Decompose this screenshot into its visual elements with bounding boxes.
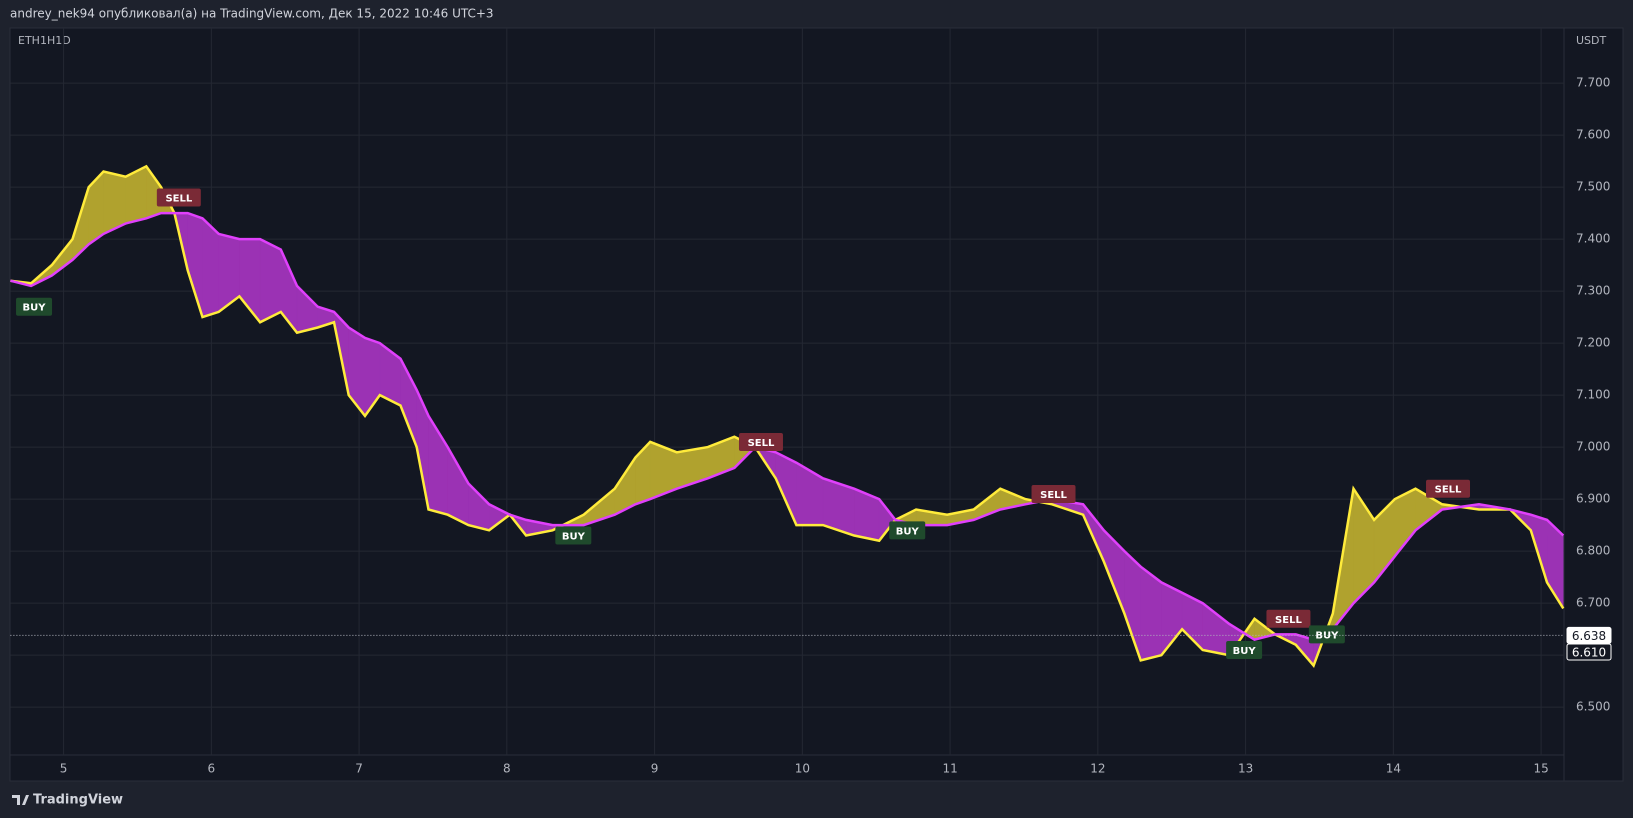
signal: SELL (738, 432, 783, 451)
logo: TradingView (12, 793, 123, 808)
y-tick-label: 7.500 (1576, 180, 1610, 194)
signal: SELL (1426, 479, 1471, 498)
signal-label: BUY (562, 532, 586, 543)
x-tick-label: 6 (208, 762, 216, 776)
signal-label: BUY (23, 303, 47, 314)
y-tick-label: 6.800 (1576, 544, 1610, 558)
signal-box (1266, 609, 1311, 628)
signal-label: SELL (1275, 615, 1302, 626)
signal-label: BUY (1233, 646, 1257, 657)
signal-label: SELL (748, 438, 775, 449)
signal-label: BUY (896, 526, 920, 537)
y-tick-label: 6.500 (1576, 700, 1610, 714)
ma-line (10, 164, 1565, 669)
signal-box (156, 188, 201, 207)
x-tick-label: 11 (942, 762, 957, 776)
signal-box (889, 521, 926, 540)
signal-box (1226, 640, 1263, 659)
signal-label: SELL (1040, 490, 1067, 501)
y-tick-label: 7.200 (1576, 336, 1610, 350)
price-label-box (1566, 626, 1612, 644)
signal-box (1308, 625, 1345, 644)
logo-icon (12, 795, 29, 805)
price-label: 6.638 (1572, 629, 1606, 643)
y-tick-label: 7.100 (1576, 388, 1610, 402)
signal: BUY (16, 297, 53, 316)
x-tick-label: 9 (651, 762, 659, 776)
x-tick-label: 12 (1090, 762, 1105, 776)
currency: USDT (1576, 34, 1607, 47)
x-tick-label: 13 (1238, 762, 1253, 776)
signal: BUY (1308, 625, 1345, 644)
y-tick-label: 7.300 (1576, 284, 1610, 298)
y-tick-label: 7.400 (1576, 232, 1610, 246)
plot: BUY SELL BUY SELL BUY SELL BUY SELL BUY SELL (10, 28, 1565, 755)
x-tick-label: 5 (60, 762, 68, 776)
signal: SELL (156, 188, 201, 207)
chart-frame (9, 27, 1624, 782)
signal-box (1031, 484, 1076, 503)
y-tick-label: 7.700 (1576, 76, 1610, 90)
brand: TradingView (33, 793, 123, 808)
signal-label: SELL (1435, 485, 1462, 496)
y-tick-label: 6.900 (1576, 492, 1610, 506)
price-label-box (1566, 643, 1612, 661)
symbol: ETH1H1D (18, 34, 71, 47)
ma-fill (259, 238, 282, 323)
header-text: andrey_nek94 опубликовал(а) на TradingVi… (10, 7, 494, 21)
signal-box (1426, 479, 1471, 498)
signal: BUY (1226, 640, 1263, 659)
signal: BUY (555, 526, 592, 545)
signal-label: BUY (1315, 630, 1339, 641)
x-tick-label: 15 (1533, 762, 1548, 776)
y-tick-label: 6.700 (1576, 596, 1610, 610)
signal: SELL (1031, 484, 1076, 503)
x-tick-label: 7 (355, 762, 363, 776)
signal-box (16, 297, 53, 316)
price-label: 6.610 (1572, 645, 1606, 659)
signal-label: SELL (165, 194, 192, 205)
x-tick-label: 10 (795, 762, 810, 776)
signal: BUY (889, 521, 926, 540)
signal-box (555, 526, 592, 545)
x-tick-label: 8 (503, 762, 511, 776)
x-tick-label: 14 (1386, 762, 1401, 776)
signal: SELL (1266, 609, 1311, 628)
signal-box (738, 432, 783, 451)
y-tick-label: 7.000 (1576, 440, 1610, 454)
y-tick-label: 7.600 (1576, 128, 1610, 142)
ma-line (10, 211, 1565, 641)
